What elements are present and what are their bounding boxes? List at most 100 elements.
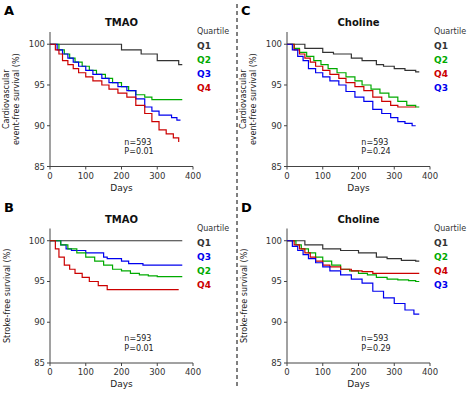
annotation: n=593P=0.01 bbox=[124, 334, 153, 353]
tick bbox=[287, 167, 288, 170]
tick bbox=[85, 363, 86, 366]
y-axis-label: Stroke-free survival (%) bbox=[3, 249, 12, 343]
tick-label: 300 bbox=[386, 367, 402, 377]
tick bbox=[322, 167, 323, 170]
tick-label: 300 bbox=[149, 171, 165, 181]
legend-entry: Q3 bbox=[434, 280, 448, 290]
annotation: n=593P=0.01 bbox=[124, 138, 153, 157]
legend-entry: Q3 bbox=[434, 83, 448, 93]
tick-label: 400 bbox=[185, 367, 201, 377]
tick-label: 90 bbox=[271, 317, 282, 327]
panel-label: A bbox=[4, 3, 14, 18]
tick bbox=[193, 167, 194, 170]
legend-entry: Q2 bbox=[434, 55, 448, 65]
survival-curve bbox=[287, 44, 419, 107]
y-axis-label: Stroke-free survival (%) bbox=[240, 249, 249, 343]
tick bbox=[50, 167, 51, 170]
legend-entry: Q3 bbox=[197, 69, 211, 79]
tick-label: 100 bbox=[78, 367, 94, 377]
tick bbox=[284, 322, 287, 323]
tick bbox=[287, 363, 288, 366]
y-axis bbox=[287, 229, 288, 364]
survival-curve bbox=[287, 44, 416, 126]
title: TMAO bbox=[105, 17, 138, 28]
survival-curve bbox=[50, 241, 182, 265]
panel: 8590951000100200300400DaysCardiovascular… bbox=[2, 3, 229, 193]
tick bbox=[157, 167, 158, 170]
tick bbox=[358, 167, 359, 170]
legend-title: Quartile bbox=[434, 27, 466, 36]
tick-label: 100 bbox=[266, 39, 282, 49]
tick bbox=[50, 363, 51, 366]
legend-entry: Q4 bbox=[197, 83, 211, 93]
survival-curve bbox=[287, 241, 419, 274]
legend-entry: Q2 bbox=[434, 252, 448, 262]
panel: 8590951000100200300400DaysStroke-free su… bbox=[240, 200, 466, 390]
background bbox=[0, 0, 474, 393]
tick-label: 95 bbox=[34, 80, 45, 90]
tick bbox=[85, 167, 86, 170]
legend-entry: Q1 bbox=[434, 41, 448, 51]
tick bbox=[284, 281, 287, 282]
y-axis bbox=[50, 32, 51, 167]
survival-curve bbox=[50, 240, 182, 241]
survival-curve bbox=[287, 241, 419, 282]
y-axis-label: Cardiovascularevent-free survival (%) bbox=[2, 53, 21, 145]
y-axis bbox=[50, 229, 51, 364]
y-axis bbox=[287, 32, 288, 167]
tick-label: 95 bbox=[34, 276, 45, 286]
tick-label: 300 bbox=[149, 367, 165, 377]
tick-label: 0 bbox=[47, 367, 52, 377]
tick-label: 200 bbox=[350, 367, 366, 377]
tick-label: 85 bbox=[271, 358, 282, 368]
tick-label: 95 bbox=[271, 276, 282, 286]
survival-curve bbox=[287, 241, 419, 314]
tick-label: 90 bbox=[271, 121, 282, 131]
plot-area bbox=[50, 44, 182, 142]
title: Choline bbox=[337, 17, 379, 28]
figure: 85 90 95 100 0 100 200 300 400 Days Cardiovascular… bbox=[0, 0, 474, 393]
survival-curve bbox=[50, 44, 180, 120]
tick-label: 0 bbox=[284, 367, 289, 377]
title: TMAO bbox=[105, 214, 138, 225]
tick-label: 300 bbox=[386, 171, 402, 181]
tick-label: 0 bbox=[47, 171, 52, 181]
panel-label: C bbox=[241, 3, 251, 18]
tick bbox=[121, 363, 122, 366]
plot-area bbox=[287, 241, 419, 314]
tick-label: 200 bbox=[113, 171, 129, 181]
panel-label: B bbox=[4, 200, 14, 215]
annotation: n=593P=0.24 bbox=[361, 138, 390, 157]
tick bbox=[193, 363, 194, 366]
legend-entry: Q4 bbox=[434, 69, 448, 79]
legend-entry: Q2 bbox=[197, 266, 211, 276]
tick-label: 90 bbox=[34, 317, 45, 327]
x-axis-label: Days bbox=[110, 183, 133, 193]
tick bbox=[322, 363, 323, 366]
legend-entry: Q2 bbox=[197, 55, 211, 65]
tick bbox=[47, 322, 50, 323]
x-axis-label: Days bbox=[347, 183, 370, 193]
tick bbox=[284, 44, 287, 45]
tick bbox=[394, 363, 395, 366]
tick-label: 90 bbox=[34, 121, 45, 131]
y-axis-label: Cardiovascularevent-free survival (%) bbox=[239, 53, 258, 145]
tick-label: 95 bbox=[271, 80, 282, 90]
survival-curve bbox=[287, 241, 419, 261]
tick bbox=[430, 363, 431, 366]
tick-label: 0 bbox=[284, 171, 289, 181]
tick bbox=[284, 125, 287, 126]
survival-curve bbox=[50, 44, 182, 99]
legend-title: Quartile bbox=[197, 27, 229, 36]
tick bbox=[394, 167, 395, 170]
annotation: n=593P=0.29 bbox=[361, 334, 390, 353]
divider bbox=[237, 4, 238, 389]
tick bbox=[47, 240, 50, 241]
tick-label: 100 bbox=[266, 236, 282, 246]
tick bbox=[284, 240, 287, 241]
tick bbox=[47, 281, 50, 282]
tick bbox=[157, 363, 158, 366]
tick bbox=[47, 84, 50, 85]
legend-entry: Q1 bbox=[197, 238, 211, 248]
survival-curve bbox=[287, 44, 416, 107]
